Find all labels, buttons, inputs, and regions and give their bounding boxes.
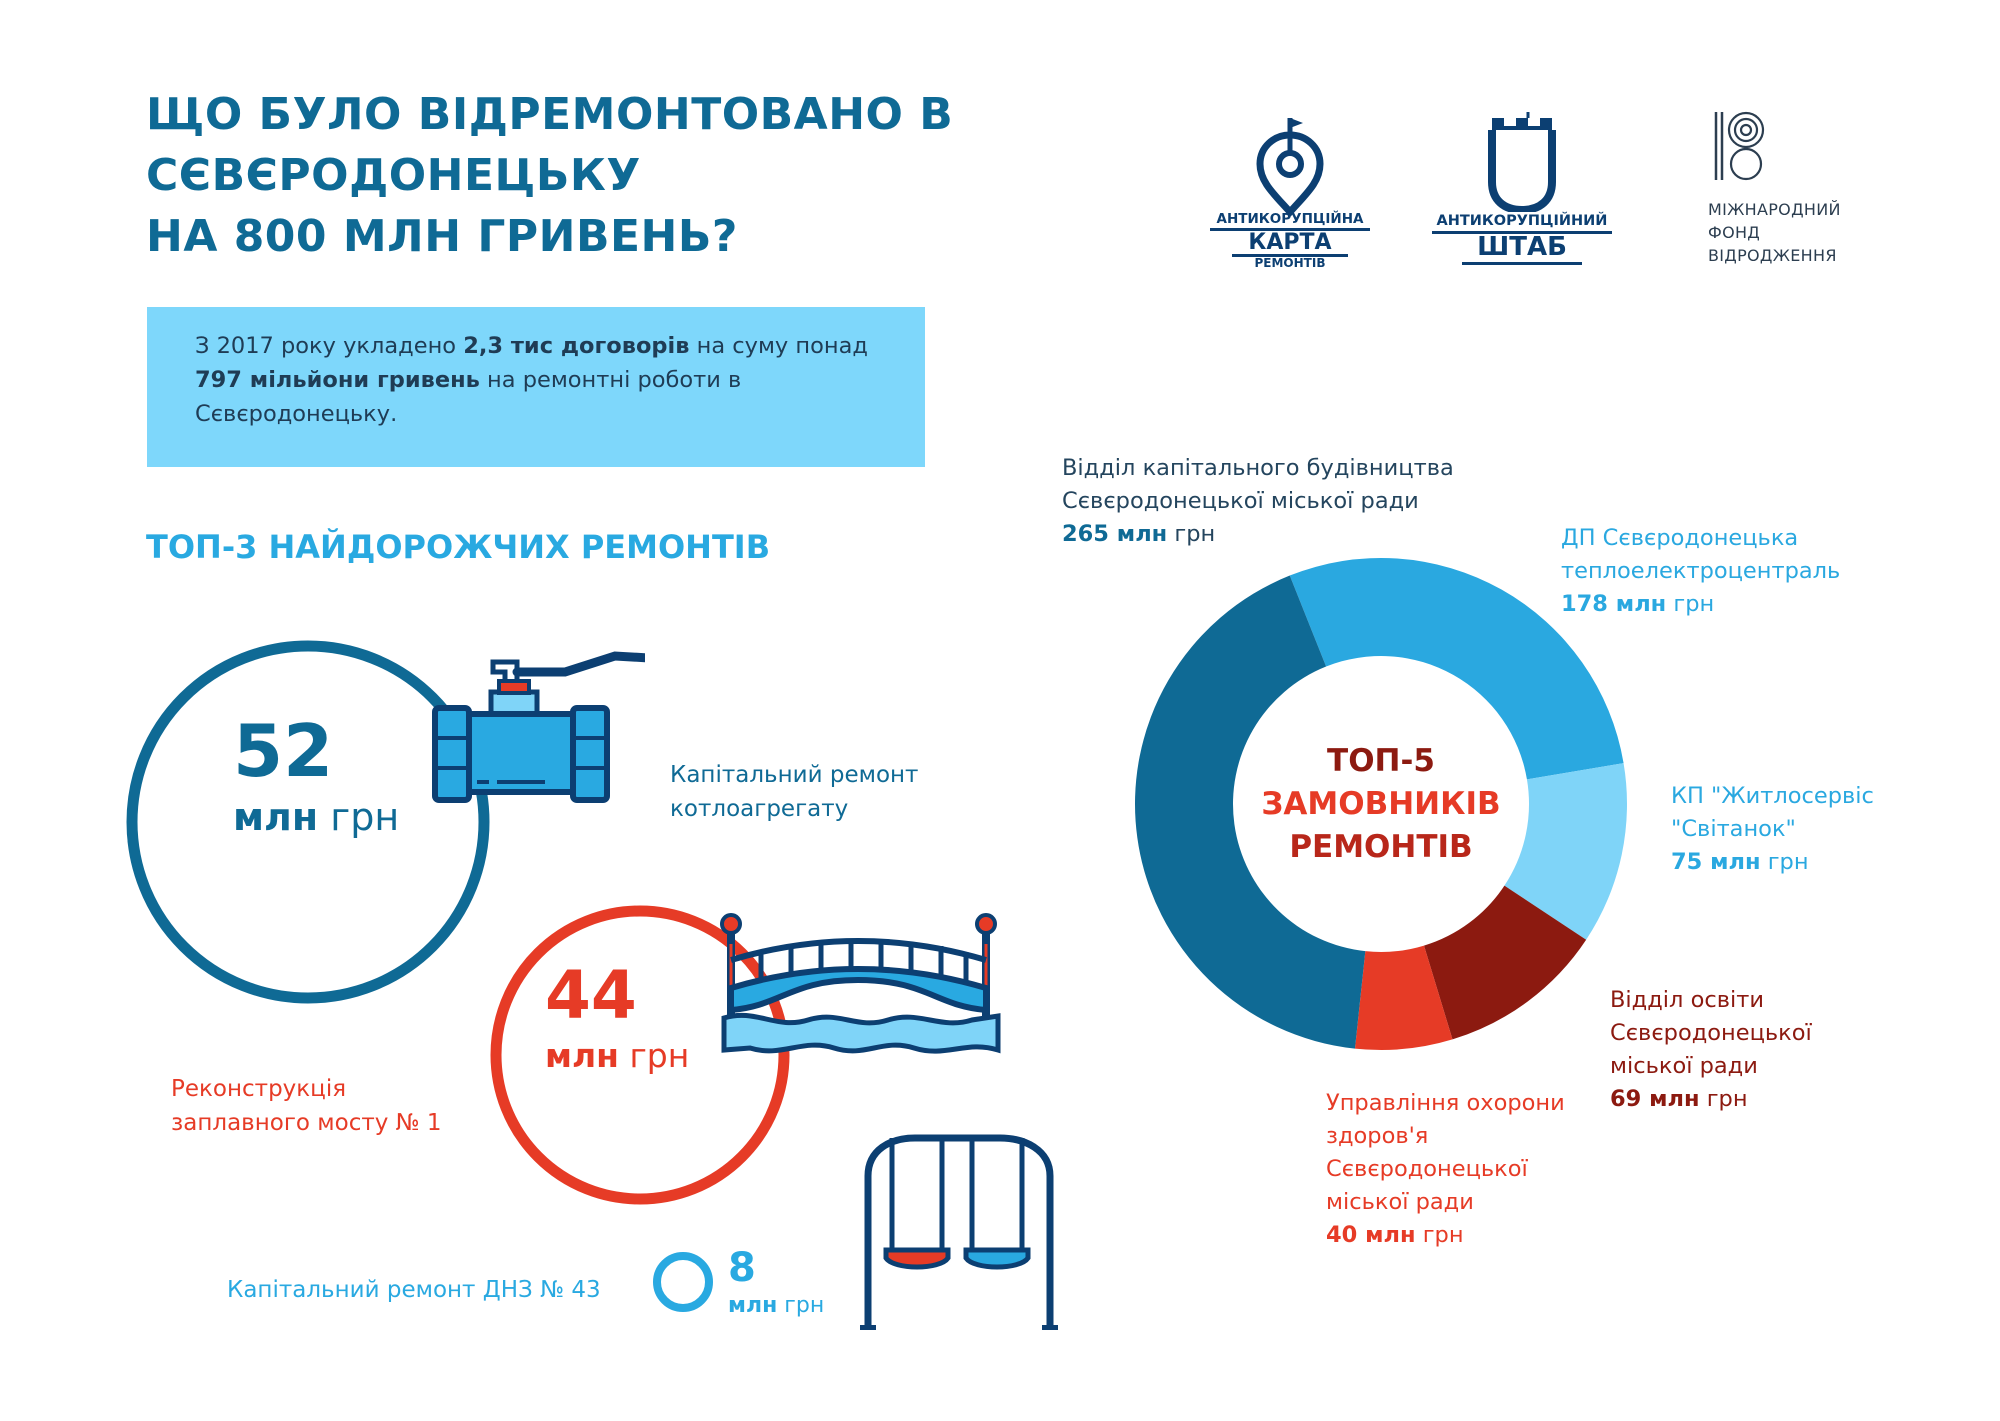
top2-unit-bold: млн — [545, 1036, 619, 1075]
logo-irf-line3: ВІДРОДЖЕННЯ — [1708, 246, 1837, 265]
donut-center-text: ТОП-5 ЗАМОВНИКІВ РЕМОНТІВ — [1231, 740, 1531, 869]
donut-label-0-line2: Сєвєродонецької міської ради — [1062, 488, 1419, 514]
summary-amount: 797 мільйони гривень — [195, 367, 480, 393]
top2-desc: Реконструкція заплавного мосту № 1 — [171, 1072, 442, 1140]
irf-emblem-icon — [1714, 111, 1765, 181]
donut-slice-1 — [1289, 558, 1624, 780]
title-line-2: СЄВЄРОДОНЕЦЬКУ — [146, 150, 641, 201]
donut-label-2-value: 75 млн — [1671, 849, 1761, 875]
logo-shtab-line1: АНТИКОРУПЦІЙНИЙ — [1432, 213, 1612, 235]
donut-label-2-unit: грн — [1760, 849, 1809, 875]
top1-desc-line1: Капітальний ремонт — [670, 762, 919, 788]
donut-label-4-line3: Сєвєродонецької — [1326, 1156, 1528, 1182]
swing-icon — [860, 1134, 1058, 1330]
donut-label-1-unit: грн — [1666, 591, 1715, 617]
donut-label-4: Управління охорони здоров'я Сєвєродонець… — [1326, 1087, 1565, 1252]
donut-label-1-line1: ДП Сєвєродонецька — [1561, 525, 1799, 551]
bridge-icon — [720, 913, 1001, 1054]
top2-desc-line1: Реконструкція — [171, 1076, 347, 1102]
donut-label-3-unit: грн — [1699, 1086, 1748, 1112]
top3-title: ТОП-3 НАЙДОРОЖЧИХ РЕМОНТІВ — [146, 528, 771, 566]
summary-contracts: 2,3 тис договорів — [463, 333, 690, 359]
donut-label-4-unit: грн — [1415, 1222, 1464, 1248]
top3-desc: Капітальний ремонт ДНЗ № 43 — [227, 1273, 601, 1307]
top3-unit-bold: млн — [728, 1293, 778, 1318]
donut-slice-2 — [1504, 763, 1627, 940]
top2-value: 44 — [545, 957, 637, 1034]
donut-label-3-value: 69 млн — [1610, 1086, 1700, 1112]
summary-text-1: З 2017 року укладено — [195, 333, 464, 359]
donut-label-4-line1: Управління охорони — [1326, 1090, 1565, 1116]
top1-value: 52 — [233, 709, 334, 793]
donut-center-line1: ТОП-5 — [1327, 743, 1435, 779]
donut-label-4-line4: міської ради — [1326, 1189, 1474, 1215]
donut-slice-0 — [1135, 575, 1366, 1049]
donut-slice-4 — [1354, 945, 1453, 1050]
donut-label-0: Відділ капітального будівництва Сєвєродо… — [1062, 452, 1454, 551]
logo-karta: АНТИКОРУПЦІЙНА КАРТА РЕМОНТІВ — [1210, 112, 1370, 272]
donut-label-4-value: 40 млн — [1326, 1222, 1416, 1248]
top2-unit-rest: грн — [618, 1036, 690, 1075]
logo-shtab-line2: ШТАБ — [1462, 233, 1582, 265]
logo-karta-line2: КАРТА — [1232, 231, 1348, 258]
title-line-3: НА 800 МЛН ГРИВЕНЬ? — [146, 211, 738, 262]
donut-label-3-line2: Сєвєродонецької — [1610, 1020, 1812, 1046]
logo-irf-line2: ФОНД — [1708, 223, 1761, 242]
map-pin-icon — [1256, 118, 1324, 218]
summary-box: З 2017 року укладено 2,3 тис договорів н… — [147, 307, 925, 467]
top3-value: 8 — [728, 1245, 756, 1291]
top1-unit: млн грн — [233, 797, 399, 837]
top1-desc: Капітальний ремонт котлоагрегату — [670, 758, 918, 826]
top2-desc-line2: заплавного мосту № 1 — [171, 1110, 442, 1136]
donut-label-2-line2: "Світанок" — [1671, 816, 1796, 842]
logo-irf-line1: МІЖНАРОДНИЙ — [1708, 200, 1841, 219]
logo-irf: МІЖНАРОДНИЙ ФОНД ВІДРОДЖЕННЯ — [1708, 108, 1878, 268]
ring-bridge — [490, 905, 790, 1205]
ring-kindergarten — [653, 1252, 713, 1312]
donut-label-0-line1: Відділ капітального будівництва — [1062, 455, 1454, 481]
top1-unit-rest: грн — [318, 795, 400, 839]
top3-unit: млн грн — [728, 1294, 824, 1318]
donut-center-line3: РЕМОНТІВ — [1289, 829, 1473, 865]
top3-desc-line1: Капітальний ремонт ДНЗ № 43 — [227, 1277, 601, 1303]
donut-label-3-line3: міської ради — [1610, 1053, 1758, 1079]
donut-label-2: КП "Житлосервіс "Світанок" 75 млн грн — [1671, 780, 1874, 879]
donut-label-2-line1: КП "Житлосервіс — [1671, 783, 1874, 809]
top1-desc-line2: котлоагрегату — [670, 796, 849, 822]
donut-label-1-line2: теплоелектроцентраль — [1561, 558, 1841, 584]
logo-karta-line3: РЕМОНТІВ — [1254, 256, 1326, 271]
ring-boiler — [126, 640, 490, 1004]
top3-rings — [126, 640, 790, 1312]
top3-unit-rest: грн — [777, 1293, 825, 1318]
logo-karta-line1: АНТИКОРУПЦІЙНА — [1210, 212, 1370, 232]
donut-slice-3 — [1424, 885, 1587, 1040]
logo-shtab: АНТИКОРУПЦІЙНИЙ ШТАБ — [1432, 112, 1612, 272]
top1-unit-bold: млн — [233, 795, 319, 839]
valve-icon — [432, 651, 645, 803]
tower-icon — [1488, 112, 1556, 212]
donut-chart — [1135, 558, 1627, 1050]
donut-center-line2: ЗАМОВНИКІВ — [1261, 786, 1501, 822]
title-line-1: ЩО БУЛО ВІДРЕМОНТОВАНО В — [146, 89, 954, 140]
donut-label-0-unit: грн — [1167, 521, 1216, 547]
summary-text-2: на суму понад — [689, 333, 868, 359]
donut-label-4-line2: здоров'я — [1326, 1123, 1429, 1149]
donut-label-1-value: 178 млн — [1561, 591, 1667, 617]
donut-label-1: ДП Сєвєродонецька теплоелектроцентраль 1… — [1561, 522, 1840, 621]
donut-label-0-value: 265 млн — [1062, 521, 1168, 547]
summary-text-3: на ремонтні роботи в — [479, 367, 742, 393]
top2-unit: млн грн — [545, 1036, 689, 1076]
donut-label-3-line1: Відділ освіти — [1610, 987, 1764, 1013]
donut-label-3: Відділ освіти Сєвєродонецької міської ра… — [1610, 984, 1812, 1116]
summary-text-4: Сєвєродонецьку. — [195, 401, 398, 427]
page-title: ЩО БУЛО ВІДРЕМОНТОВАНО В СЄВЄРОДОНЕЦЬКУ … — [146, 84, 1046, 267]
